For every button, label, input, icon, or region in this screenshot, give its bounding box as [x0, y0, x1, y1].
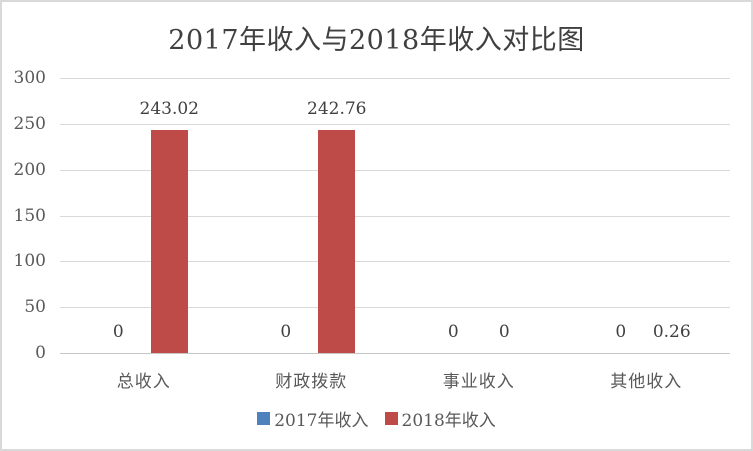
- ytick-label-100: 100: [13, 251, 46, 272]
- bar-2018年收入-财政拨款: [318, 130, 356, 353]
- legend-label: 2018年收入: [401, 411, 496, 431]
- gridline-0: [60, 353, 730, 354]
- chart-legend: 2017年收入 2018年收入: [2, 406, 751, 431]
- gridline-250: [60, 123, 730, 125]
- ytick-label-150: 150: [13, 205, 46, 226]
- category-label: 其他收入: [610, 372, 683, 392]
- data-label: 0.26: [652, 321, 691, 342]
- category-label: 事业收入: [442, 372, 515, 392]
- ytick-label-250: 250: [13, 113, 46, 134]
- gridline-50: [60, 307, 730, 309]
- legend-item-2018年收入: 2018年收入: [384, 406, 496, 431]
- ytick-label-0: 0: [35, 343, 46, 363]
- legend-label: 2017年收入: [274, 411, 369, 431]
- data-label: 0: [447, 322, 459, 342]
- plot-area: 0 50 100 150 200 250 300 总收入 0 243.02 财政拨款 0 242.76 事…: [14, 68, 730, 392]
- data-label: 242.76: [307, 99, 367, 120]
- data-label: 243.02: [139, 99, 199, 120]
- legend-swatch: [384, 412, 398, 425]
- data-label: 0: [615, 322, 627, 342]
- ytick-label-200: 200: [13, 159, 46, 180]
- category-label: 财政拨款: [275, 372, 348, 392]
- ytick-label-50: 50: [24, 297, 46, 318]
- legend-swatch: [257, 412, 271, 425]
- legend-item-2017年收入: 2017年收入: [257, 406, 369, 431]
- gridline-200: [60, 169, 730, 171]
- gridline-150: [60, 215, 730, 217]
- data-label: 0: [498, 322, 510, 342]
- category-label: 总收入: [116, 372, 171, 392]
- data-label: 0: [112, 322, 124, 342]
- gridline-100: [60, 261, 730, 263]
- chart-title: 2017年收入与2018年收入对比图: [168, 25, 585, 56]
- bar-2018年收入-总收入: [150, 130, 188, 353]
- gridline-300: [60, 78, 730, 79]
- ytick-label-300: 300: [13, 68, 46, 88]
- data-label: 0: [280, 322, 292, 342]
